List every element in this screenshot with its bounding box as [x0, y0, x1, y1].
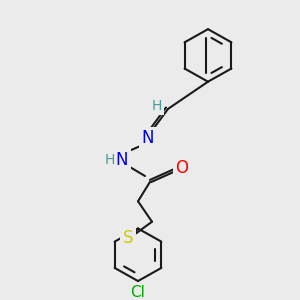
Text: N: N [116, 152, 128, 169]
Text: H: H [105, 154, 115, 167]
Text: S: S [123, 229, 133, 247]
Text: Cl: Cl [130, 285, 146, 300]
Text: H: H [152, 99, 162, 113]
Text: O: O [176, 159, 188, 177]
Text: N: N [142, 129, 154, 147]
